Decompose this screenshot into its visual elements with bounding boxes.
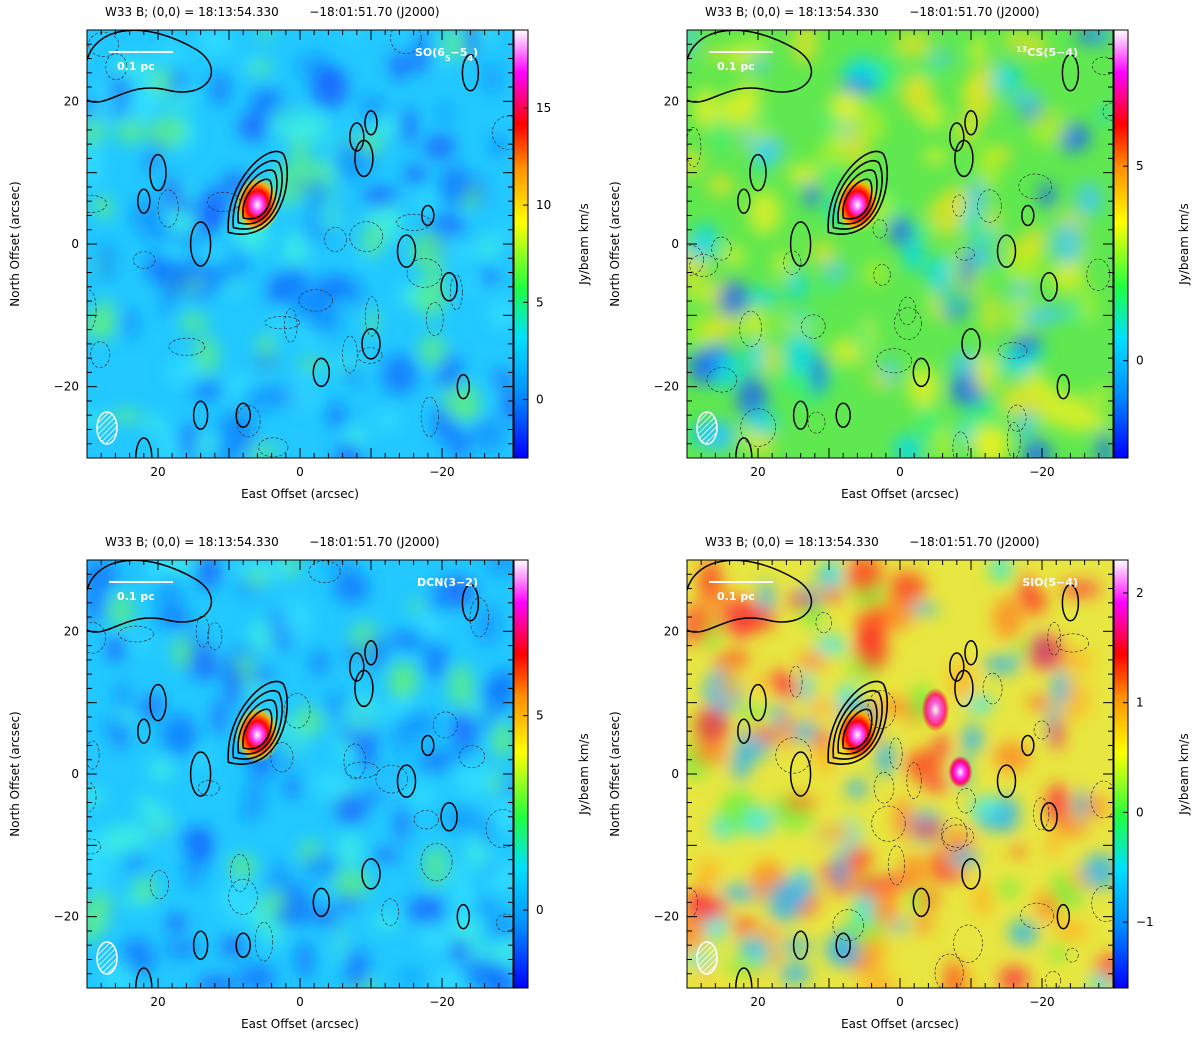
map-panel-1: 0.1 pc SO(65−54) 20 0 −20 20 0 −20 East Offset (… [8,5,591,501]
axis-ticks [686,559,1114,989]
colorbar-tick-label: 5 [536,295,544,309]
panel-header: W33 B; (0,0) = 18:13:54.330 −18:01:51.70… [705,535,1040,549]
colorbar: 15 10 5 0 Jy/beam km/s [513,29,591,459]
y-tick-label: −20 [654,910,679,924]
axis-ticks [86,29,514,459]
y-tick-label: 20 [664,624,679,638]
scale-bar-label: 0.1 pc [117,60,155,73]
beam-ellipse [696,411,718,445]
axis-ticks [86,559,514,989]
colorbar-tick-label: 2 [1136,586,1144,600]
x-tick-label: 0 [896,995,904,1009]
y-tick-label: 20 [64,624,79,638]
x-tick-label: 20 [750,465,765,479]
y-axis-label: North Offset (arcsec) [8,711,22,836]
colorbar-tick-label: 0 [1136,354,1144,368]
x-tick-label: 0 [296,465,304,479]
line-label: SO(65−54) [415,46,478,63]
beam-ellipse [96,411,118,445]
colorbar-tick-label: 1 [1136,696,1144,710]
y-tick-label: 0 [671,767,679,781]
continuum-contours [87,30,513,458]
colorbar-tick-label: 5 [1136,159,1144,173]
colorbar-label: Jy/beam km/s [577,203,591,285]
x-tick-label: 0 [896,465,904,479]
colorbar-tick-label: −1 [1136,915,1154,929]
continuum-contours [87,560,513,988]
y-tick-label: 0 [71,237,79,251]
beam-ellipse [696,941,718,975]
x-axis-label: East Offset (arcsec) [241,487,359,501]
y-axis-label: North Offset (arcsec) [608,711,622,836]
colorbar-label: Jy/beam km/s [1177,203,1191,285]
panel-header: W33 B; (0,0) = 18:13:54.330 −18:01:51.70… [705,5,1040,19]
map-panel-2: 0.1 pc 13CS(5−4) 20 0 −20 20 0 −20 East Offset (… [608,5,1191,501]
intensity-map [687,30,1113,458]
y-tick-label: 20 [664,94,679,108]
line-label: 13CS(5−4) [1016,45,1078,60]
x-axis-label: East Offset (arcsec) [241,1017,359,1031]
x-axis-label: East Offset (arcsec) [841,487,959,501]
x-tick-label: −20 [429,465,454,479]
colorbar-label: Jy/beam km/s [1177,733,1191,815]
y-tick-label: −20 [54,910,79,924]
x-tick-label: −20 [1029,995,1054,1009]
line-label: DCN(3−2) [417,576,478,589]
intensity-map [87,560,513,988]
x-tick-label: 20 [750,995,765,1009]
x-tick-label: 20 [150,465,165,479]
x-tick-label: −20 [429,995,454,1009]
y-axis-label: North Offset (arcsec) [8,181,22,306]
colorbar: 2 1 0 −1 Jy/beam km/s [1113,559,1191,989]
panel-header: W33 B; (0,0) = 18:13:54.330 −18:01:51.70… [105,5,440,19]
x-tick-label: 0 [296,995,304,1009]
scale-bar-label: 0.1 pc [117,590,155,603]
scale-bar-label: 0.1 pc [717,590,755,603]
y-tick-label: 20 [64,94,79,108]
colorbar-tick-label: 0 [536,393,544,407]
y-axis-label: North Offset (arcsec) [608,181,622,306]
y-tick-label: 0 [671,237,679,251]
beam-ellipse [96,941,118,975]
x-tick-label: 20 [150,995,165,1009]
scale-bar-label: 0.1 pc [717,60,755,73]
secondary-peak [948,755,973,788]
y-tick-label: 0 [71,767,79,781]
line-label: SiO(5−4) [1022,576,1078,589]
panel-header: W33 B; (0,0) = 18:13:54.330 −18:01:51.70… [105,535,440,549]
intensity-map [687,560,1113,988]
colorbar-tick-label: 10 [536,198,551,212]
colorbar-label: Jy/beam km/s [577,733,591,815]
colorbar: 5 0 Jy/beam km/s [1113,29,1191,459]
colorbar: 5 0 Jy/beam km/s [513,559,591,989]
x-axis-label: East Offset (arcsec) [841,1017,959,1031]
y-tick-label: −20 [654,380,679,394]
intensity-map [87,30,513,458]
colorbar-tick-label: 15 [536,101,551,115]
axis-ticks [686,29,1114,459]
colorbar-tick-label: 0 [536,903,544,917]
y-tick-label: −20 [54,380,79,394]
continuum-contours [687,30,1113,458]
map-panel-3: 0.1 pc DCN(3−2) 20 0 −20 20 0 −20 East Offset (a… [8,535,591,1031]
x-tick-label: −20 [1029,465,1054,479]
colorbar-tick-label: 5 [536,709,544,723]
colorbar-tick-label: 0 [1136,805,1144,819]
